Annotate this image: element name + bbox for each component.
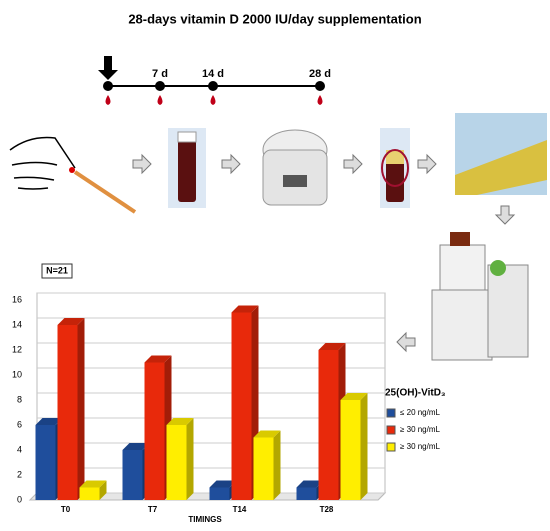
bar-side	[99, 480, 107, 500]
x-tick-label: T14	[233, 505, 247, 514]
y-tick-label: 8	[17, 394, 22, 404]
bar-side	[77, 318, 85, 500]
legend-swatch	[386, 408, 396, 418]
bar-side	[186, 418, 194, 500]
x-tick-label: T28	[320, 505, 334, 514]
y-tick-label: 10	[12, 369, 22, 379]
bar	[209, 487, 230, 500]
tube	[380, 128, 410, 208]
y-tick-label: 14	[12, 319, 22, 329]
bar	[296, 487, 317, 500]
y-tick-label: 0	[17, 494, 22, 504]
x-tick-label: T7	[148, 505, 158, 514]
bar-top	[318, 343, 346, 350]
bar	[144, 362, 165, 500]
timeline-label: 7 d	[152, 68, 168, 80]
bar	[318, 350, 339, 500]
sample-tube	[73, 170, 137, 214]
bar	[35, 425, 56, 500]
legend-title: 25(OH)-VitD₃	[385, 388, 446, 399]
timeline-label: 28 d	[309, 68, 331, 80]
legend-label: ≤ 20 ng/mL	[400, 408, 441, 417]
flow-arrows	[132, 153, 516, 353]
legend-label: ≥ 30 ng/mL	[400, 425, 441, 434]
bar-top	[166, 418, 194, 425]
legend-swatch	[386, 442, 396, 452]
y-tick-label: 6	[17, 419, 22, 429]
bar	[231, 312, 252, 500]
y-tick-label: 16	[12, 294, 22, 304]
legend-label: ≥ 30 ng/mL	[400, 442, 441, 451]
hand	[9, 136, 76, 190]
figure-title: 28-days vitamin D 2000 IU/day supplement…	[128, 11, 421, 26]
tube	[168, 128, 206, 208]
bar-top	[340, 393, 368, 400]
bar	[166, 425, 187, 500]
lab-photo	[455, 113, 547, 195]
bar	[57, 325, 78, 500]
bar-top	[57, 318, 85, 325]
x-tick-label: T0	[61, 505, 71, 514]
bar	[253, 437, 274, 500]
bar-top	[144, 355, 172, 363]
bar	[79, 487, 100, 500]
bar-top	[35, 418, 63, 425]
centrifuge	[262, 129, 328, 206]
x-axis-title: TIMINGS	[188, 515, 222, 524]
bar-top	[253, 430, 281, 438]
bar-top	[122, 443, 150, 450]
blood-drops	[105, 95, 323, 105]
bar-side	[273, 430, 281, 500]
legend-swatch	[386, 425, 396, 435]
bar-top	[231, 305, 259, 313]
annotation-box	[41, 263, 73, 279]
y-tick-label: 4	[17, 444, 22, 454]
bar-top	[209, 480, 237, 488]
bar	[122, 450, 143, 500]
y-tick-label: 2	[17, 469, 22, 479]
analyzer	[431, 232, 529, 361]
bar-side	[360, 393, 368, 500]
annotation: N=21	[46, 265, 68, 275]
start-arrow	[98, 56, 118, 80]
bar-top	[79, 480, 107, 488]
timeline-label: 14 d	[202, 68, 224, 80]
y-tick-label: 12	[12, 344, 22, 354]
bar-top	[296, 480, 324, 488]
timeline-points	[103, 81, 325, 91]
bar	[340, 400, 361, 500]
